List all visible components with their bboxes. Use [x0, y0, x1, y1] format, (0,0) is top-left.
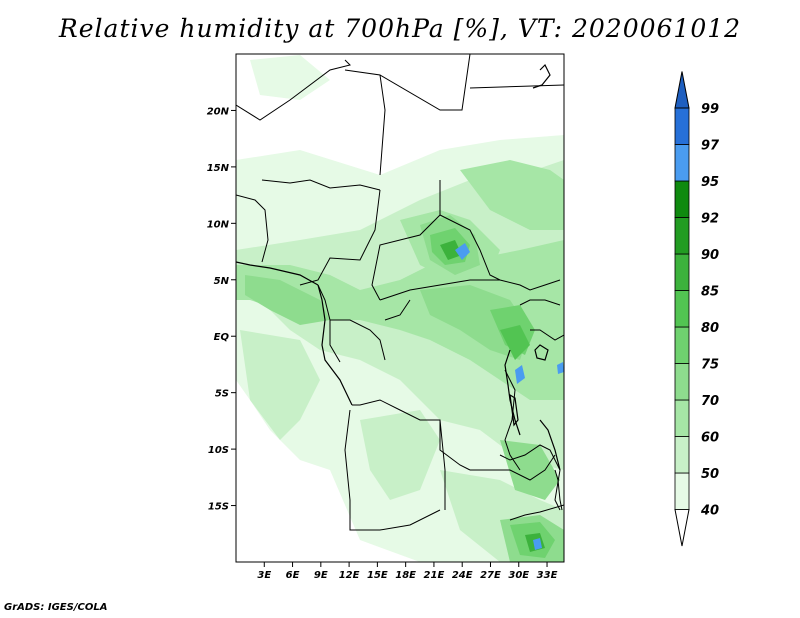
lon-tick-label: 21E — [424, 570, 445, 581]
lat-tick-label: 20N — [207, 106, 230, 117]
grads-credit: GrADS: IGES/COLA — [4, 602, 108, 613]
colorbar-segment — [674, 436, 690, 474]
humidity-fill — [236, 55, 564, 562]
colorbar-label: 92 — [701, 212, 719, 227]
colorbar-label: 75 — [701, 358, 719, 373]
colorbar-bottom-arrow — [674, 509, 690, 547]
colorbar-segment — [674, 144, 690, 182]
lat-tick-label: 15S — [208, 502, 229, 513]
lon-tick-label: 18E — [395, 570, 416, 581]
lat-tick-label: 10N — [207, 219, 230, 230]
lon-tick-label: 9E — [314, 570, 328, 581]
country-borders — [236, 54, 564, 531]
lat-tick-label: 5N — [214, 276, 230, 287]
colorbar: 40 50 60 70 75 80 85 90 92 95 97 99 — [674, 71, 720, 547]
colorbar-label: 85 — [701, 285, 719, 300]
colorbar-segment — [674, 399, 690, 437]
colorbar-label: 90 — [701, 248, 719, 263]
lat-tick-label: EQ — [214, 332, 230, 343]
lon-tick-label: 27E — [480, 570, 501, 581]
colorbar-segment — [674, 290, 690, 328]
colorbar-segment — [674, 107, 690, 145]
colorbar-label: 99 — [701, 102, 719, 117]
lon-tick-label: 12E — [339, 570, 360, 581]
lon-tick-label: 3E — [257, 570, 271, 581]
colorbar-segment — [674, 253, 690, 291]
colorbar-label: 80 — [701, 321, 719, 336]
colorbar-label: 97 — [701, 139, 720, 154]
colorbar-segment — [674, 217, 690, 255]
lon-tick-label: 15E — [367, 570, 388, 581]
colorbar-top-arrow — [674, 71, 690, 109]
colorbar-segment — [674, 180, 690, 218]
map-title: Relative humidity at 700hPa [%], VT: 202… — [58, 14, 742, 43]
colorbar-segment — [674, 363, 690, 401]
lat-tick-label: 5S — [215, 389, 229, 400]
map-frame — [235, 53, 565, 563]
lon-tick-label: 24E — [452, 570, 473, 581]
colorbar-segment — [674, 472, 690, 510]
colorbar-label: 70 — [701, 394, 719, 409]
lon-tick-label: 30E — [508, 570, 529, 581]
lat-tick-label: 10S — [208, 445, 229, 456]
latitude-axis: 20N 15N 10N 5N EQ 5S 10S 15S — [207, 106, 236, 513]
colorbar-label: 50 — [701, 467, 719, 482]
lat-tick-label: 15N — [207, 163, 230, 174]
longitude-axis: 3E 6E 9E 12E 15E 18E 21E 24E 27E 30E 33E — [257, 562, 558, 581]
lon-tick-label: 6E — [286, 570, 300, 581]
lon-tick-label: 33E — [537, 570, 558, 581]
colorbar-segment — [674, 326, 690, 364]
colorbar-label: 60 — [701, 431, 719, 446]
colorbar-label: 95 — [701, 175, 719, 190]
coastlines — [236, 63, 561, 471]
colorbar-label: 40 — [700, 504, 719, 519]
